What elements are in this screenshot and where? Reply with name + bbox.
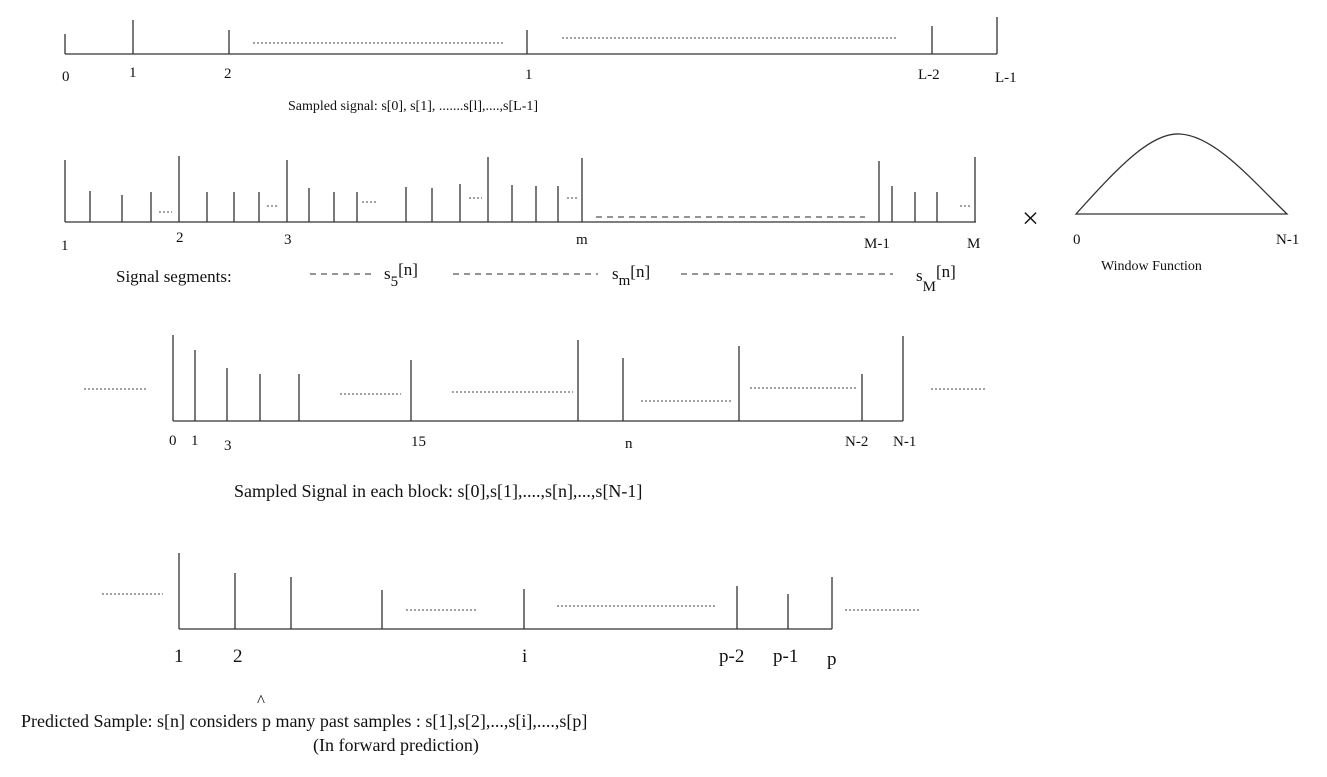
- row2-tick-label: 3: [284, 232, 292, 248]
- row3-tick-label: 3: [224, 438, 232, 454]
- window-tick-label: 0: [1073, 232, 1081, 248]
- row3-tick-label: n: [625, 436, 633, 452]
- segments-label: Signal segments:: [116, 267, 232, 286]
- row1-tick-label: L-1: [995, 70, 1017, 86]
- row4-tick-label: i: [522, 646, 527, 667]
- sampled-signal-row: 0 1 2 1 L-2 L-1 Sampled signal: s[0], s[…: [62, 17, 1017, 114]
- prediction-row: 1 2 i p-2 p-1 p ^ Predicted Sample: s[n]…: [21, 553, 921, 756]
- row3-caption: Sampled Signal in each block: s[0],s[1],…: [234, 481, 642, 501]
- row4-tick-label: 2: [233, 646, 243, 667]
- row4-caption: Predicted Sample: s[n] considers p many …: [21, 711, 587, 731]
- window-tick-label: N-1: [1276, 232, 1299, 248]
- row4-tick-label: p-1: [773, 646, 798, 667]
- row4-tick-label: p-2: [719, 646, 744, 667]
- row1-tick-label: 0: [62, 69, 70, 85]
- segment-label: sm[n]: [612, 262, 650, 289]
- row2-tick-label: M-1: [864, 236, 890, 252]
- block-signal-row: 0 1 3 15 n N-2 N-1 Sampled Signal in eac…: [84, 335, 987, 501]
- row2-tick-label: 2: [176, 230, 184, 246]
- row3-tick-label: N-2: [845, 434, 868, 450]
- row2-tick-label: 1: [61, 238, 69, 254]
- signal-segments-row: 1 2 3 m M-1 M Signal segments: s5[n] sm[…: [61, 156, 980, 295]
- row1-tick-label: 1: [129, 65, 137, 81]
- multiply-sign: ×: [1022, 202, 1039, 235]
- row4-caption-note: (In forward prediction): [313, 735, 479, 756]
- window-curve: [1074, 133, 1289, 215]
- segment-label: s5[n]: [384, 260, 418, 290]
- row1-tick-label: 2: [224, 66, 232, 82]
- window-caption: Window Function: [1101, 259, 1202, 274]
- row1-tick-label: 1: [525, 67, 533, 83]
- hat-symbol: ^: [257, 691, 265, 710]
- row3-tick-label: N-1: [893, 434, 916, 450]
- row3-tick-label: 15: [411, 434, 426, 450]
- row3-tick-label: 0: [169, 433, 177, 449]
- row1-caption: Sampled signal: s[0], s[1], .......s[l],…: [288, 99, 538, 114]
- row4-tick-label: p: [827, 649, 837, 670]
- row4-tick-label: 1: [174, 646, 184, 667]
- row3-tick-label: 1: [191, 433, 199, 449]
- row2-tick-label: m: [576, 232, 588, 248]
- segment-label: sM[n]: [916, 262, 956, 295]
- window-function: 0 N-1 Window Function: [1073, 133, 1299, 274]
- row2-tick-label: M: [967, 236, 980, 252]
- row1-tick-label: L-2: [918, 67, 940, 83]
